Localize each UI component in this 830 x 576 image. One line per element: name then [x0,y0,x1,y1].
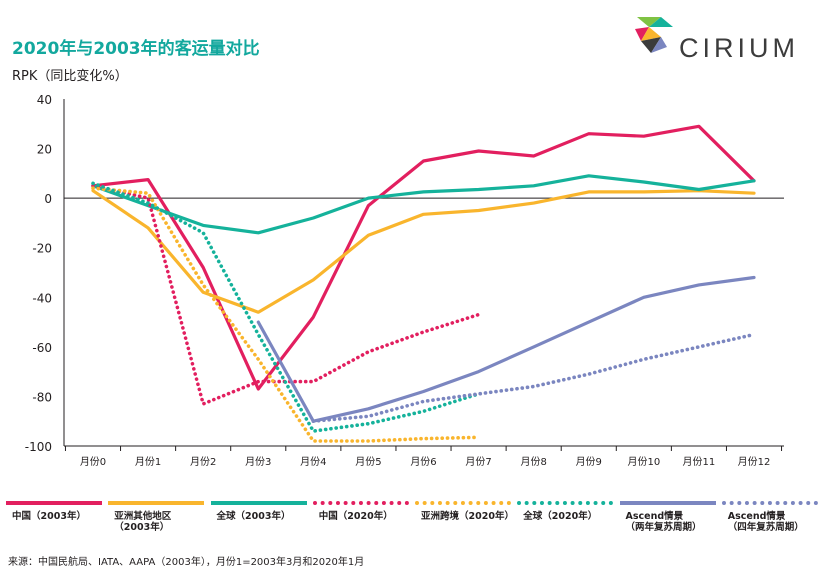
series-line-8 [311,332,756,424]
x-tick-label: 月份8 [520,456,546,468]
series-line-3 [91,174,756,235]
cirium-logo: CIRIUM [631,11,816,63]
series-line-7 [256,275,756,423]
x-tick-label: 月份10 [627,456,660,468]
legend-swatch [6,501,102,505]
series-layer [91,124,756,443]
x-tick-label: 月份1 [135,456,161,468]
series-line-2 [91,189,756,314]
x-tick-label: 月份11 [683,456,716,468]
source-note: 来源：中国民航局、IATA、AAPA（2003年），月份1=2003年3月和20… [8,557,365,568]
legend-item-2: 亚洲其他地区 （2003年） [108,501,210,537]
x-tick-label: 月份5 [355,456,381,468]
legend-swatch [312,501,409,505]
y-tick-label: -40 [32,291,52,305]
y-axis-label: RPK（同比变化%） [12,69,128,84]
y-tick-label: 20 [37,143,52,157]
legend-label: Ascend情景 （两年复苏周期） [625,511,702,533]
legend-swatch [517,501,614,505]
legend-item-3: 全球（2003年） [210,501,313,537]
x-tick-label: 月份12 [738,456,771,468]
legend-label: Ascend情景 （四年复苏周期） [727,511,804,533]
x-tick-label: 月份7 [465,456,491,468]
legend-label: 全球（2020年） [523,511,598,522]
y-tick-label: -100 [25,440,52,454]
legend-swatch [721,501,818,505]
legend-item-1: 中国（2003年） [6,501,108,537]
legend-label: 中国（2003年） [12,511,86,522]
legend-swatch [210,501,307,505]
legend-swatch [108,501,205,505]
legend-label: 亚洲跨境（2020年） [421,511,514,522]
legend-item-6: 全球（2020年） [517,501,619,537]
axes: 40 20 0 -20 -40 -60 -80 -100 月份0 月份1 月份2 月份3 月份4 月份5 月… [25,93,784,468]
logo-text: CIRIUM [679,33,799,63]
series-line-6 [91,181,481,433]
series-line-1 [91,124,756,391]
legend-swatch [619,501,716,505]
legend-item-5: 亚洲跨境（2020年） [415,501,517,537]
legend-item-4: 中国（2020年） [312,501,415,537]
x-tick-label: 月份2 [190,456,216,468]
y-tick-label: -60 [32,341,52,355]
x-tick-label: 月份0 [80,456,106,468]
x-tick-label: 月份3 [245,456,271,468]
x-tick-label: 月份4 [300,456,326,468]
y-tick-label: 40 [37,93,52,107]
legend-item-7: Ascend情景 （两年复苏周期） [619,501,722,537]
chart-title: 2020年与2003年的客运量对比 [12,39,260,59]
legend-swatch [415,501,511,505]
legend-item-8: Ascend情景 （四年复苏周期） [721,501,824,537]
legend-label: 全球（2003年） [216,511,291,522]
y-tick-label: -80 [32,390,52,404]
legend-label: 亚洲其他地区 （2003年） [114,511,172,533]
legend: 中国（2003年） 亚洲其他地区 （2003年） 全球（2003年） 中国（2020年）… [6,501,824,537]
cirium-logo-icon [635,17,673,53]
y-tick-label: -20 [32,242,52,256]
x-tick-label: 月份9 [576,456,602,468]
legend-label: 中国（2020年） [318,511,393,522]
x-tick-label: 月份6 [410,456,436,468]
y-tick-label: 0 [44,192,52,206]
line-chart: 40 20 0 -20 -40 -60 -80 -100 月份0 月份1 月份2 月份3 月份4 月份5 月… [25,93,784,468]
